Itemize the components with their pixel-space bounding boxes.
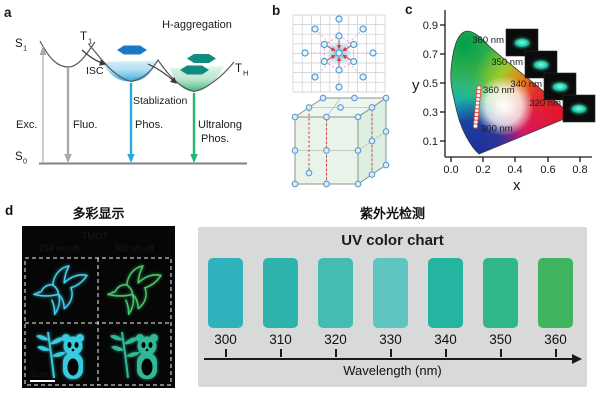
- h-aggregation-label: H-aggregation: [162, 19, 232, 31]
- inset-photo-360nm: [505, 28, 539, 57]
- axis-tick-350: [500, 349, 502, 357]
- sample-label: TMOT: [82, 231, 109, 242]
- panel-b-crystal-packing: b: [272, 3, 390, 188]
- cie-axes: [440, 10, 592, 162]
- panel-a-label: a: [4, 5, 12, 20]
- x-axis-label: x: [513, 177, 521, 194]
- exc-label: Exc.: [16, 119, 37, 131]
- uv-label-350: 350: [489, 332, 512, 347]
- xtick-0.8: 0.8: [572, 164, 587, 176]
- dove-photo-365nm-off: [107, 265, 162, 316]
- s1-label: S: [15, 38, 23, 50]
- axis-tick-340: [445, 349, 447, 357]
- column-label-365nm: 365 nm off: [114, 243, 155, 253]
- trail-top-label: 360 nm: [483, 85, 515, 96]
- inset-label-360nm: 360 nm: [472, 35, 504, 46]
- phos-label: Phos.: [135, 119, 163, 131]
- phosphorescence-arrowhead: [127, 154, 135, 163]
- t1-sub: 1: [88, 37, 92, 46]
- ultralong-label-2: Phos.: [201, 133, 229, 145]
- uv-label-300: 300: [214, 332, 237, 347]
- uv-label-310: 310: [269, 332, 292, 347]
- isc-arrow: [81, 49, 107, 66]
- inset-photo-350nm: [524, 50, 558, 79]
- isc-label: ISC: [86, 65, 104, 77]
- xtick-0.6: 0.6: [540, 164, 555, 176]
- molecule-teal-lower: [180, 65, 209, 75]
- dove-photo-254nm-off: [33, 265, 88, 316]
- axis-tick-360: [555, 349, 557, 357]
- xtick-0.4: 0.4: [507, 164, 522, 176]
- inset-label-340nm: 340 nm: [510, 79, 542, 90]
- cie-data-trail: [472, 85, 482, 129]
- uv-chart-title: UV color chart: [341, 232, 444, 249]
- ytick-0.7: 0.7: [423, 49, 438, 61]
- panel-b-label: b: [272, 3, 280, 18]
- uv-swatch-320: [318, 258, 353, 328]
- excitation-arrowhead: [39, 46, 47, 55]
- molecule-teal-upper: [187, 54, 216, 63]
- uv-swatch-350: [483, 258, 518, 328]
- ultralong-phos-arrowhead: [190, 154, 198, 163]
- display-section-title: 多彩显示: [72, 206, 125, 221]
- ytick-0.5: 0.5: [423, 78, 438, 90]
- wavelength-axis-label: Wavelength (nm): [343, 363, 442, 378]
- column-label-254nm: 254 nm off: [39, 243, 80, 253]
- fluo-label: Fluo.: [73, 119, 97, 131]
- stabilization-label: Stablization: [133, 95, 187, 107]
- axis-tick-330: [390, 349, 392, 357]
- uv-label-340: 340: [434, 332, 457, 347]
- uv-swatch-360: [538, 258, 573, 328]
- ytick-0.3: 0.3: [423, 107, 438, 119]
- panel-c-label: c: [405, 2, 413, 17]
- quadrant-frame: [24, 257, 172, 386]
- lattice-2d-diagram: [292, 14, 386, 93]
- uv-color-chart-box: UV color chart 300 310 320 330 340 350 3…: [198, 227, 587, 387]
- molecule-blue: [117, 45, 147, 55]
- s0-sub: 0: [23, 157, 27, 166]
- scalebar-label: 1cm: [31, 369, 47, 379]
- triplet-potential-curve: [88, 43, 235, 93]
- panel-a-energy-diagram: a H-aggregation S 1 T 1 T H S 0: [4, 5, 248, 166]
- trail-bottom-label: 300 nm: [481, 124, 513, 135]
- s1-potential-curve: [39, 40, 96, 68]
- emission-photo-insets: 360 nm 350 nm 340 nm 320 nm: [472, 28, 596, 123]
- ytick-0.1: 0.1: [423, 136, 438, 148]
- s1-sub: 1: [23, 44, 27, 53]
- y-axis-label: y: [412, 77, 420, 94]
- th-label: T: [235, 63, 242, 75]
- wavelength-axis-line: [204, 358, 574, 360]
- stabilization-arrow: [147, 63, 177, 84]
- xtick-0.0: 0.0: [443, 164, 458, 176]
- uv-swatch-340: [428, 258, 463, 328]
- inset-photo-320nm: [562, 94, 596, 123]
- panda-photo-365nm-off: [109, 331, 159, 380]
- uv-label-320: 320: [324, 332, 347, 347]
- ultralong-label-1: Ultralong: [198, 119, 242, 131]
- uv-swatch-310: [263, 258, 298, 328]
- s0-label: S: [15, 151, 23, 163]
- axis-tick-310: [280, 349, 282, 357]
- th-sub: H: [243, 69, 248, 78]
- panel-c-cie-diagram: c 0.9 0.7 0.5 0.3: [405, 2, 596, 194]
- fluorescence-arrowhead: [64, 154, 72, 163]
- xtick-0.2: 0.2: [475, 164, 490, 176]
- panel-d-label: d: [5, 203, 14, 218]
- wavelength-axis-arrowhead: [572, 354, 582, 364]
- axis-tick-300: [225, 349, 227, 357]
- t1-label: T: [80, 31, 87, 43]
- uv-section-title: 紫外光检测: [359, 206, 425, 221]
- inset-label-320nm: 320 nm: [529, 98, 561, 109]
- inset-label-350nm: 350 nm: [491, 57, 523, 68]
- uv-label-360: 360: [544, 332, 567, 347]
- display-photo-panel: TMOT 254 nm off 365 nm off 1cm: [22, 226, 175, 388]
- unit-cell-3d-diagram: [291, 94, 390, 188]
- axis-tick-320: [335, 349, 337, 357]
- uv-label-330: 330: [379, 332, 402, 347]
- uv-swatch-330: [373, 258, 408, 328]
- ytick-0.9: 0.9: [423, 20, 438, 32]
- uv-swatch-300: [208, 258, 243, 328]
